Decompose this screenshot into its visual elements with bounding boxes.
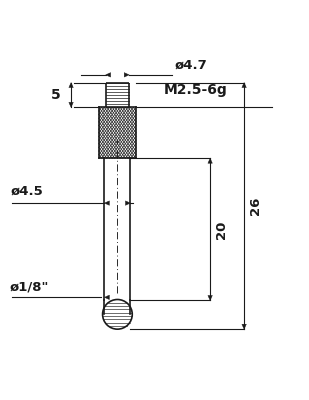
Text: 20: 20 (215, 220, 228, 238)
Polygon shape (69, 102, 73, 107)
Text: ø4.7: ø4.7 (175, 59, 207, 72)
Polygon shape (208, 296, 212, 300)
Text: 5: 5 (51, 88, 61, 102)
Polygon shape (242, 82, 246, 88)
Polygon shape (208, 158, 212, 163)
Polygon shape (125, 201, 130, 205)
Bar (99, 107, 136, 158)
Text: ø4.5: ø4.5 (11, 185, 44, 198)
Polygon shape (242, 324, 246, 329)
Text: M2.5-6g: M2.5-6g (164, 83, 227, 97)
Polygon shape (104, 295, 109, 300)
Polygon shape (104, 201, 109, 205)
Polygon shape (69, 82, 73, 88)
Text: 26: 26 (249, 197, 262, 215)
Text: ø1/8": ø1/8" (9, 280, 49, 293)
Polygon shape (106, 73, 111, 77)
Polygon shape (124, 73, 129, 77)
